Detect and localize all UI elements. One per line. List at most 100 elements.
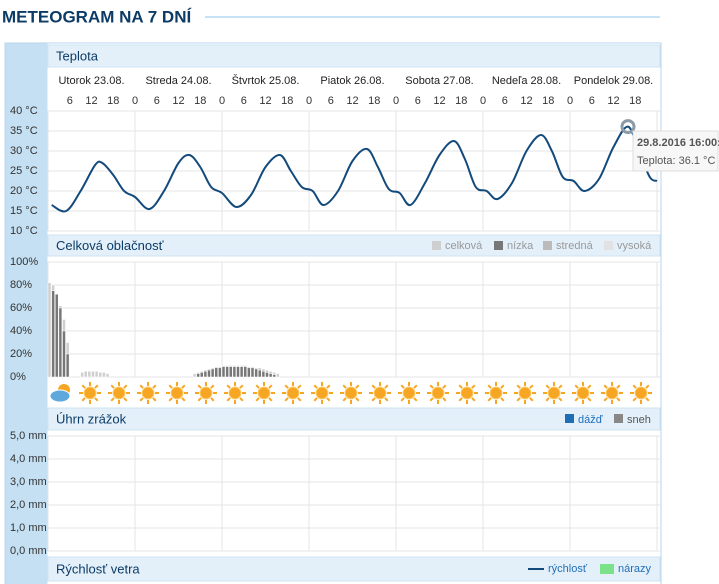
y-tick-label: 1,0 mm — [10, 522, 47, 534]
hour-label: 12 — [433, 95, 445, 107]
legend-label: nárazy — [618, 563, 652, 575]
cloud-bar — [84, 371, 88, 378]
cloud-bar — [200, 372, 204, 378]
cloud-bar — [236, 366, 240, 378]
cloud-bar — [192, 373, 197, 378]
page-title: METEOGRAM NA 7 DNÍ — [2, 7, 192, 26]
y-tick-label: 20% — [10, 348, 32, 360]
cloud-bar — [239, 366, 244, 378]
icon-sun — [83, 386, 97, 400]
icon-ray — [123, 384, 128, 389]
icon-ray — [400, 397, 405, 402]
day-label: Nedeľa 28.08. — [492, 75, 561, 87]
icon-ray — [384, 384, 389, 389]
icon-ray — [529, 397, 534, 402]
day-label: Pondelok 29.08. — [574, 75, 654, 87]
y-tick-label: 30 °C — [10, 145, 38, 157]
y-tick-label: 3,0 mm — [10, 476, 47, 488]
icon-ray — [255, 384, 260, 389]
cloud-bar — [55, 293, 59, 378]
hour-label: 12 — [172, 95, 184, 107]
icon-ray — [545, 384, 550, 389]
icon-ray — [81, 397, 86, 402]
icon-ray — [529, 384, 534, 389]
icon-sun — [228, 386, 242, 400]
hour-label: 6 — [328, 95, 334, 107]
day-label: Štvrtok 25.08. — [232, 74, 300, 87]
icon-ray — [110, 384, 115, 389]
icon-sun — [518, 386, 532, 400]
legend-swatch — [565, 414, 574, 423]
day-label: Piatok 26.08. — [320, 75, 384, 87]
icon-ray — [558, 397, 563, 402]
icon-ray — [616, 384, 621, 389]
cloud-bar — [207, 369, 211, 378]
icon-ray — [487, 397, 492, 402]
icon-ray — [297, 397, 302, 402]
icon-ray — [500, 384, 505, 389]
icon-ray — [516, 397, 521, 402]
icon-ray — [645, 384, 650, 389]
panel-header — [47, 407, 661, 431]
hour-label: 0 — [480, 95, 486, 107]
icon-sun — [170, 386, 184, 400]
legend-label: dážď — [578, 414, 603, 426]
cloud-bar — [47, 282, 52, 378]
legend-label: nízka — [507, 240, 534, 252]
hour-label: 12 — [85, 95, 97, 107]
icon-ray — [574, 397, 579, 402]
icon-ray — [197, 384, 202, 389]
cloud-bar — [210, 368, 215, 378]
icon-ray — [471, 384, 476, 389]
icon-ray — [400, 384, 405, 389]
hour-label: 0 — [567, 95, 573, 107]
icon-ray — [516, 384, 521, 389]
icon-ray — [168, 384, 173, 389]
icon-ray — [442, 384, 447, 389]
cloud-bar — [65, 353, 70, 378]
icon-ray — [239, 384, 244, 389]
tooltip — [632, 130, 719, 172]
icon-ray — [632, 397, 637, 402]
legend-label: stredná — [556, 240, 594, 252]
hour-label: 0 — [219, 95, 225, 107]
cloud-bar — [80, 372, 84, 378]
day-label: Utorok 23.08. — [58, 75, 124, 87]
icon-ray — [616, 397, 621, 402]
hour-label: 0 — [393, 95, 399, 107]
icon-ray — [429, 384, 434, 389]
temperature-line — [51, 125, 658, 213]
icon-ray — [500, 397, 505, 402]
cloud-bar — [254, 368, 258, 378]
hour-label: 18 — [368, 95, 380, 107]
legend-label: celková — [445, 240, 483, 252]
legend-label: vysoká — [617, 240, 652, 252]
axis-column — [5, 43, 48, 584]
cloud-bar — [250, 367, 255, 378]
hour-label: 6 — [241, 95, 247, 107]
icon-sun — [141, 386, 155, 400]
icon-sun — [460, 386, 474, 400]
icon-sun — [257, 386, 271, 400]
icon-ray — [313, 397, 318, 402]
cloud-bar — [105, 373, 110, 378]
cloud-bar — [98, 372, 102, 378]
legend-swatch — [600, 564, 614, 574]
cloud-bar — [214, 367, 218, 378]
y-tick-label: 80% — [10, 279, 32, 291]
legend-swatch — [432, 241, 441, 250]
icon-cloud — [49, 389, 71, 403]
hour-label: 0 — [132, 95, 138, 107]
panel-title: Úhrn zrážok — [56, 411, 127, 426]
icon-ray — [313, 384, 318, 389]
panel-header — [47, 234, 661, 257]
icon-ray — [429, 397, 434, 402]
cloud-bar — [94, 371, 99, 378]
icon-sun — [489, 386, 503, 400]
panel-title: Celková oblačnosť — [56, 238, 164, 253]
y-tick-label: 60% — [10, 302, 32, 314]
icon-ray — [81, 384, 86, 389]
cloud-bar — [232, 366, 237, 378]
cloud-bar — [203, 371, 208, 378]
icon-ray — [371, 397, 376, 402]
